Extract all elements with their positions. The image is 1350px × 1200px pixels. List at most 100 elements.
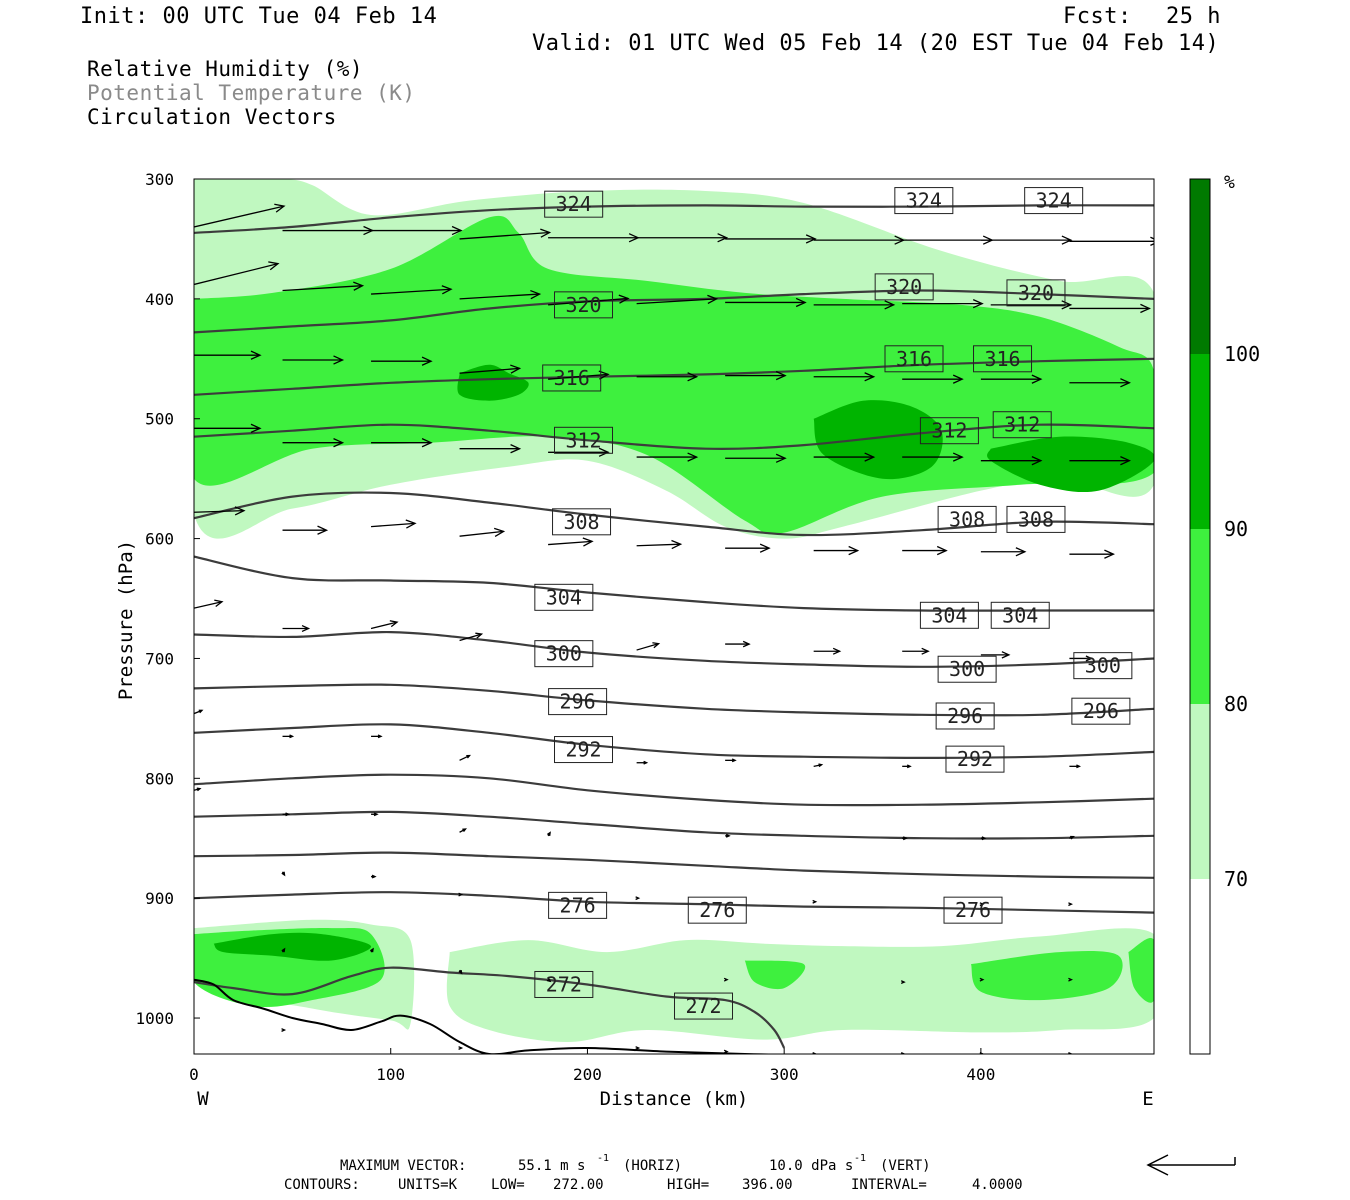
vert-exponent: -1 xyxy=(854,1153,867,1164)
contour-label-text: 300 xyxy=(1085,654,1121,678)
contour-label-text: 272 xyxy=(685,994,721,1018)
circulation-vector xyxy=(725,640,751,648)
x-tick-label: 400 xyxy=(966,1065,995,1084)
rh-region-70 xyxy=(446,928,1154,1042)
circulation-vector xyxy=(459,289,542,300)
circulation-vector xyxy=(725,234,817,244)
circulation-vector xyxy=(725,758,737,763)
y-tick-label: 400 xyxy=(145,290,174,309)
circulation-vector xyxy=(282,624,311,633)
contour-label-text: 320 xyxy=(886,275,922,299)
circulation-vector xyxy=(813,763,824,768)
contour-label: 304 xyxy=(534,583,594,611)
forecast-label: Fcst: xyxy=(1063,4,1132,29)
circulation-vector xyxy=(371,356,433,366)
contour-label: 320 xyxy=(554,291,614,319)
circulation-vector xyxy=(813,372,876,382)
contour-label: 320 xyxy=(1006,279,1066,307)
contour-label-text: 292 xyxy=(957,747,993,771)
circulation-vector xyxy=(636,642,661,651)
circulation-vector xyxy=(812,1052,818,1054)
circulation-vector xyxy=(1069,835,1075,840)
circulation-vector xyxy=(281,1028,287,1032)
circulation-vector xyxy=(282,734,295,739)
colorbar-unit: % xyxy=(1224,172,1235,193)
y-tick-label: 500 xyxy=(145,410,174,429)
contour-label-text: 308 xyxy=(1018,507,1054,531)
contour-label-text: 300 xyxy=(949,657,985,681)
contour-label-text: 292 xyxy=(565,738,601,762)
contour-label: 308 xyxy=(552,508,612,536)
circulation-vector xyxy=(635,1046,641,1050)
theta-contour-316 xyxy=(194,357,1154,396)
contour-label-text: 308 xyxy=(563,510,599,534)
circulation-vector xyxy=(546,978,552,983)
theta-contour-280 xyxy=(194,851,1154,879)
circulation-vector xyxy=(194,261,280,286)
circulation-vector xyxy=(902,299,984,309)
contour-low-label: LOW= xyxy=(491,1177,525,1193)
rh-region-80 xyxy=(1128,938,1154,1003)
circulation-vector xyxy=(725,453,787,463)
circulation-vector xyxy=(1069,456,1131,466)
circulation-vector xyxy=(371,734,383,739)
circulation-vector xyxy=(980,235,1073,245)
circulation-vector xyxy=(979,902,985,907)
circulation-vector xyxy=(281,947,286,953)
circulation-vector xyxy=(900,980,906,985)
contours-label: CONTOURS: xyxy=(284,1177,360,1193)
circulation-vector xyxy=(636,233,729,243)
circulation-vector xyxy=(282,281,365,292)
colorbar-label: 80 xyxy=(1224,692,1248,716)
contour-label-text: 316 xyxy=(554,366,590,390)
circulation-vector xyxy=(725,833,731,838)
rh-region-90 xyxy=(457,364,529,401)
plot-frame xyxy=(193,178,1155,1055)
circulation-vector xyxy=(636,539,683,550)
circulation-vector xyxy=(459,632,484,642)
contour-label: 272 xyxy=(674,992,734,1020)
circulation-vector xyxy=(813,452,876,462)
x-west-label: W xyxy=(197,1088,209,1110)
terrain-line xyxy=(194,978,801,1054)
circulation-vector xyxy=(282,812,291,817)
circulation-vector xyxy=(459,754,472,761)
rh-region-90 xyxy=(813,400,943,480)
contour-label: 312 xyxy=(919,417,979,445)
circulation-vector xyxy=(281,871,286,877)
circulation-vector xyxy=(902,452,964,462)
contour-label-text: 312 xyxy=(931,419,967,443)
contour-label: 304 xyxy=(919,601,979,629)
theta-contour-312 xyxy=(194,423,1154,450)
circulation-vector xyxy=(371,519,417,529)
contour-label-text: 320 xyxy=(565,293,601,317)
y-tick-label: 1000 xyxy=(135,1009,174,1028)
circulation-vector xyxy=(902,545,948,556)
circulation-vector xyxy=(282,355,345,365)
circulation-vector xyxy=(459,828,467,833)
contour-label-text: 276 xyxy=(699,898,735,922)
theta-contour-320 xyxy=(194,289,1154,334)
vert-unit: (VERT) xyxy=(880,1158,931,1174)
contour-label: 324 xyxy=(1024,187,1084,215)
y-tick-label: 900 xyxy=(145,889,174,908)
circulation-vector xyxy=(980,651,1011,659)
circulation-vector xyxy=(458,892,464,897)
contour-label-text: 296 xyxy=(947,704,983,728)
circulation-vector xyxy=(1069,236,1154,246)
colorbar-segment xyxy=(1190,879,1210,1054)
circulation-vector xyxy=(371,225,463,236)
forecast-hour: 25 h xyxy=(1166,4,1221,29)
contour-label-text: 296 xyxy=(1083,699,1119,723)
theta-contour-304 xyxy=(194,555,1154,612)
y-tick-label: 300 xyxy=(145,170,174,189)
colorbar-segment xyxy=(1190,704,1210,879)
contour-label-text: 324 xyxy=(556,192,592,216)
contour-label: 276 xyxy=(548,891,608,919)
circulation-vector xyxy=(723,1049,729,1054)
circulation-vector xyxy=(636,372,699,382)
circulation-vector xyxy=(725,370,787,381)
circulation-vector xyxy=(723,977,729,982)
theta-contour-296 xyxy=(194,683,1154,717)
